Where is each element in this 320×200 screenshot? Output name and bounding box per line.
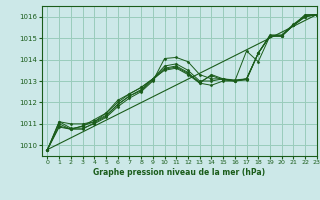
X-axis label: Graphe pression niveau de la mer (hPa): Graphe pression niveau de la mer (hPa) (93, 168, 265, 177)
